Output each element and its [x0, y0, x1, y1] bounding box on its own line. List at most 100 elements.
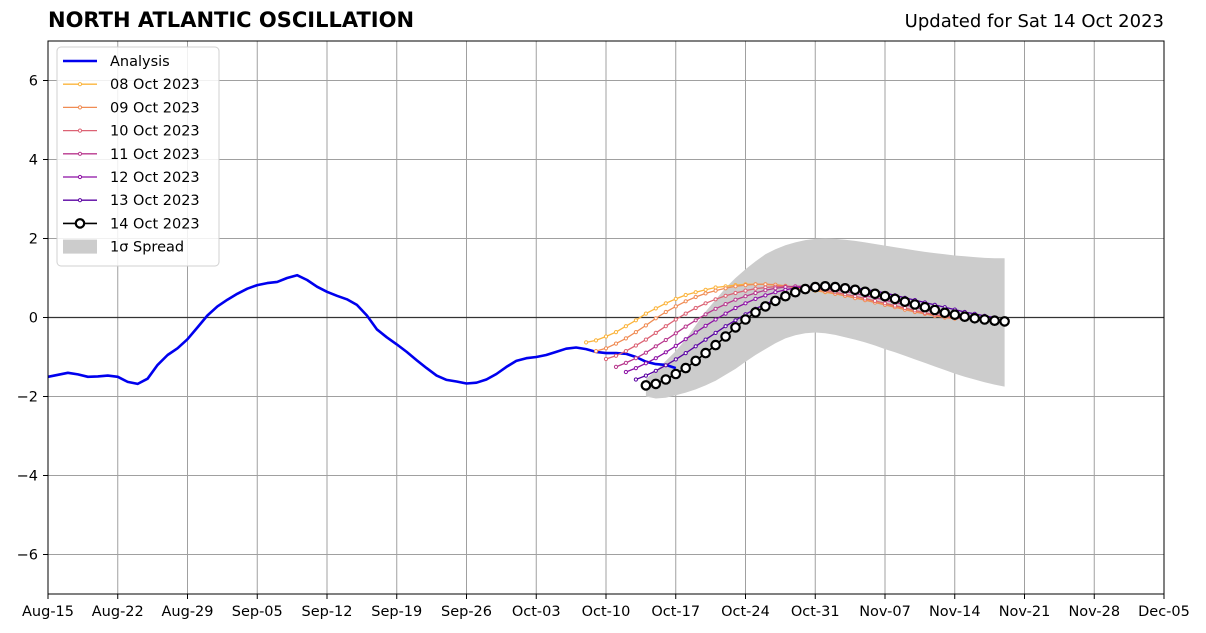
forecast-point	[770, 295, 781, 307]
forecast-point	[929, 304, 941, 316]
forecast-series-14-oct-2023	[640, 280, 1010, 391]
forecast-point	[750, 307, 761, 318]
forecast-point	[859, 286, 871, 298]
forecast-point	[683, 324, 688, 329]
legend-entry: 1σ Spread	[63, 239, 184, 256]
forecast-point	[643, 373, 649, 378]
forecast-point	[693, 294, 698, 300]
x-tick-label: Sep-12	[301, 604, 352, 620]
forecast-point	[623, 336, 629, 341]
legend-entry: 09 Oct 2023	[63, 100, 200, 116]
forecast-point	[613, 353, 619, 358]
forecast-point	[633, 343, 639, 348]
forecast-point	[663, 301, 668, 306]
analysis-line	[47, 273, 677, 386]
legend-label: 1σ Spread	[110, 240, 184, 256]
forecast-point	[663, 324, 668, 329]
forecast-point	[949, 309, 961, 320]
forecast-point	[723, 286, 728, 291]
legend-marker	[74, 218, 86, 229]
forecast-point	[653, 344, 658, 349]
legend-marker	[77, 82, 83, 87]
forecast-point	[623, 360, 629, 365]
forecast-point	[849, 284, 861, 296]
x-tick-label: Oct-31	[791, 604, 840, 620]
forecast-point	[643, 350, 649, 355]
forecast-point	[613, 364, 619, 369]
forecast-point	[623, 369, 629, 375]
forecast-point	[713, 330, 718, 335]
chart-legend: Analysis 08 Oct 2023 09 Oct 2023 10 Oct 202…	[56, 46, 220, 267]
y-tick-label: 2	[29, 232, 38, 248]
forecast-point	[603, 334, 609, 339]
forecast-point	[713, 288, 718, 293]
forecast-point	[713, 317, 718, 322]
forecast-point	[743, 288, 748, 293]
forecast-point	[780, 290, 791, 302]
forecast-point	[723, 324, 728, 329]
x-tick-label: Aug-15	[22, 604, 74, 620]
forecast-point	[969, 312, 980, 324]
forecast-point	[673, 343, 678, 348]
forecast-point	[703, 301, 708, 306]
legend-entry: 08 Oct 2023	[63, 77, 200, 93]
forecast-point	[633, 377, 639, 382]
forecast-point	[703, 312, 708, 317]
forecast-point	[773, 290, 778, 295]
forecast-point	[693, 290, 698, 295]
forecast-point	[753, 282, 758, 287]
forecast-point	[673, 331, 678, 336]
forecast-point	[623, 349, 629, 354]
forecast-point	[653, 368, 658, 373]
y-tick-label: 6	[29, 74, 38, 90]
forecast-point	[670, 368, 682, 380]
forecast-point	[703, 287, 708, 292]
forecast-point	[584, 340, 589, 345]
forecast-point	[633, 318, 639, 323]
x-tick-label: Oct-03	[512, 604, 561, 620]
forecast-point	[733, 318, 738, 323]
y-tick-label: 0	[29, 311, 38, 327]
legend-label: 10 Oct 2023	[110, 124, 200, 140]
forecast-point	[660, 374, 672, 385]
legend-entry: 11 Oct 2023	[63, 147, 200, 163]
forecast-point	[613, 330, 619, 335]
forecast-point	[673, 296, 678, 301]
forecast-point	[733, 305, 738, 311]
forecast-point	[633, 330, 639, 335]
forecast-point	[703, 291, 708, 296]
y-tick-label: −2	[17, 390, 38, 406]
x-tick-label: Aug-22	[92, 604, 144, 620]
forecast-point	[789, 286, 801, 298]
forecast-point	[889, 293, 901, 305]
forecast-point	[603, 356, 609, 362]
forecast-point	[723, 302, 728, 307]
forecast-point	[683, 299, 688, 304]
forecast-point	[979, 314, 990, 325]
legend-label: 13 Oct 2023	[110, 193, 200, 209]
forecast-point	[650, 378, 662, 390]
x-tick-label: Sep-19	[371, 604, 422, 620]
forecast-point	[753, 286, 758, 291]
forecast-point	[593, 349, 599, 354]
forecast-point	[633, 356, 639, 361]
forecast-point	[899, 296, 911, 307]
legend-label: 09 Oct 2023	[110, 100, 200, 116]
legend-swatch	[63, 239, 97, 254]
forecast-point	[703, 337, 708, 342]
forecast-point	[663, 337, 668, 343]
forecast-point	[693, 318, 698, 323]
forecast-point	[603, 346, 609, 351]
forecast-point	[989, 315, 1000, 326]
forecast-point	[743, 301, 748, 306]
x-tick-label: Nov-07	[859, 604, 911, 620]
forecast-point	[743, 294, 748, 299]
forecast-point	[723, 293, 728, 298]
forecast-point	[879, 290, 891, 302]
legend-label: 14 Oct 2023	[110, 216, 200, 232]
forecast-point	[773, 286, 778, 291]
legend-label: 12 Oct 2023	[110, 170, 200, 186]
legend-label: 11 Oct 2023	[110, 147, 200, 163]
forecast-point	[869, 288, 881, 300]
